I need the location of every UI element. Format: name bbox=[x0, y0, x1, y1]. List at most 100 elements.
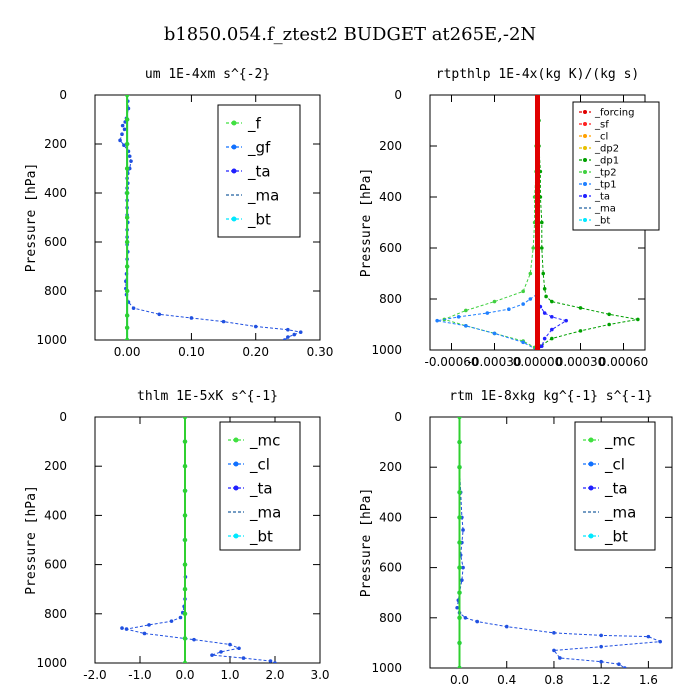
x-tick-label: 0.20 bbox=[242, 345, 269, 359]
x-tick-label: 0.30 bbox=[307, 345, 334, 359]
y-tick-label: 200 bbox=[379, 460, 402, 474]
y-tick-label: 1000 bbox=[371, 343, 402, 357]
data-point bbox=[464, 323, 468, 328]
data-point bbox=[617, 662, 621, 667]
y-tick-label: 800 bbox=[379, 292, 402, 306]
y-tick-label: 200 bbox=[379, 139, 402, 153]
legend-marker bbox=[588, 461, 594, 467]
legend-label: _mc bbox=[249, 431, 280, 450]
data-point bbox=[599, 633, 603, 638]
figure-suptitle: b1850.054.f_ztest2 BUDGET at265E,-2N bbox=[164, 24, 536, 45]
legend-label: _cl bbox=[249, 455, 270, 474]
y-tick-label: 800 bbox=[44, 607, 67, 621]
data-point bbox=[457, 565, 462, 570]
legend: _mc _cl _ta _ma _bt bbox=[219, 421, 301, 551]
data-point bbox=[142, 631, 147, 636]
legend-marker bbox=[583, 110, 587, 114]
legend-label: _bt bbox=[249, 527, 273, 546]
data-point bbox=[521, 289, 525, 294]
data-point bbox=[237, 646, 241, 651]
data-point bbox=[535, 347, 540, 350]
legend-label: _bt bbox=[247, 210, 271, 229]
data-point bbox=[607, 312, 611, 317]
legend-marker bbox=[231, 168, 237, 174]
data-point bbox=[541, 271, 546, 276]
data-point bbox=[124, 313, 130, 318]
legend-label: _bt bbox=[604, 527, 628, 546]
data-point bbox=[540, 220, 544, 225]
x-tick-label: 1.2 bbox=[592, 673, 611, 687]
legend-label: _cl bbox=[594, 132, 608, 143]
x-tick-label: 2.0 bbox=[265, 668, 284, 682]
panels-group: um 1E-4xm s^{-2} Pressure [hPa] 0 200 400 600… bbox=[24, 67, 673, 687]
plot-frame bbox=[94, 94, 321, 341]
data-point bbox=[535, 220, 540, 225]
x-tick-label: 0.10 bbox=[178, 345, 205, 359]
legend-marker bbox=[583, 170, 587, 174]
legend-label: _ta bbox=[604, 479, 628, 498]
data-point bbox=[124, 190, 130, 196]
legend-marker bbox=[583, 146, 587, 150]
series-group bbox=[118, 95, 303, 340]
y-tick-label: 600 bbox=[379, 561, 402, 575]
data-point bbox=[221, 319, 226, 324]
legend-label: _ta bbox=[247, 162, 271, 181]
y-tick-label: 600 bbox=[44, 235, 67, 249]
y-axis-label: Pressure [hPa] bbox=[24, 163, 39, 273]
x-tick-label: 0.00030 bbox=[556, 355, 606, 369]
legend-marker bbox=[583, 122, 587, 126]
legend-box bbox=[219, 421, 301, 551]
data-point bbox=[558, 656, 562, 660]
legend-label: _ma bbox=[249, 503, 281, 522]
legend-label: _gf bbox=[247, 138, 271, 157]
y-tick-label: 400 bbox=[44, 186, 67, 200]
data-point bbox=[124, 239, 130, 245]
data-point bbox=[455, 605, 459, 610]
data-point bbox=[658, 639, 662, 644]
data-point bbox=[457, 465, 462, 470]
legend-label: _cl bbox=[604, 455, 625, 474]
data-point bbox=[124, 166, 130, 171]
data-point bbox=[460, 578, 464, 582]
data-point bbox=[521, 340, 525, 345]
x-tick-label: 0.00060 bbox=[599, 355, 649, 369]
x-tick-label: 0.8 bbox=[544, 673, 563, 687]
data-point bbox=[528, 297, 533, 301]
legend-label: _tp1 bbox=[594, 180, 617, 191]
data-point bbox=[298, 330, 303, 334]
data-point bbox=[118, 138, 122, 143]
data-point bbox=[542, 311, 547, 315]
data-point bbox=[457, 615, 462, 620]
y-axis-label: Pressure [hPa] bbox=[359, 168, 374, 278]
data-point bbox=[124, 95, 130, 98]
data-point bbox=[456, 315, 461, 319]
legend-marker bbox=[583, 218, 587, 222]
data-point bbox=[182, 660, 188, 663]
data-point bbox=[550, 315, 554, 319]
panel-3: thlm 1E-5xK s^{-1} Pressure [hPa] 0 200 400 6… bbox=[24, 389, 330, 682]
x-tick-label: 0.00000 bbox=[513, 355, 563, 369]
legend-marker bbox=[233, 485, 239, 491]
data-point bbox=[528, 271, 533, 276]
x-tick-label: 3.0 bbox=[310, 668, 329, 682]
data-point bbox=[253, 324, 258, 329]
data-point bbox=[646, 634, 651, 639]
data-point bbox=[599, 659, 603, 664]
data-point bbox=[636, 317, 640, 322]
legend-label: _mc bbox=[604, 431, 635, 450]
legend-marker bbox=[583, 194, 587, 198]
data-point bbox=[120, 123, 125, 128]
data-point bbox=[192, 637, 196, 642]
x-tick-label: 1.6 bbox=[639, 673, 658, 687]
data-point bbox=[182, 439, 188, 444]
data-point bbox=[607, 322, 611, 327]
data-point bbox=[544, 294, 548, 299]
panel-4: rtm 1E-8xkg kg^{-1} s^{-1} Pressure [hPa]… bbox=[359, 389, 673, 687]
data-point bbox=[178, 615, 183, 620]
data-point bbox=[124, 215, 130, 220]
x-tick-label: -2.0 bbox=[83, 668, 106, 682]
data-point bbox=[189, 316, 194, 320]
legend-label: _forcing bbox=[594, 108, 635, 119]
legend-label: _ma bbox=[247, 186, 279, 205]
data-point bbox=[535, 95, 540, 98]
